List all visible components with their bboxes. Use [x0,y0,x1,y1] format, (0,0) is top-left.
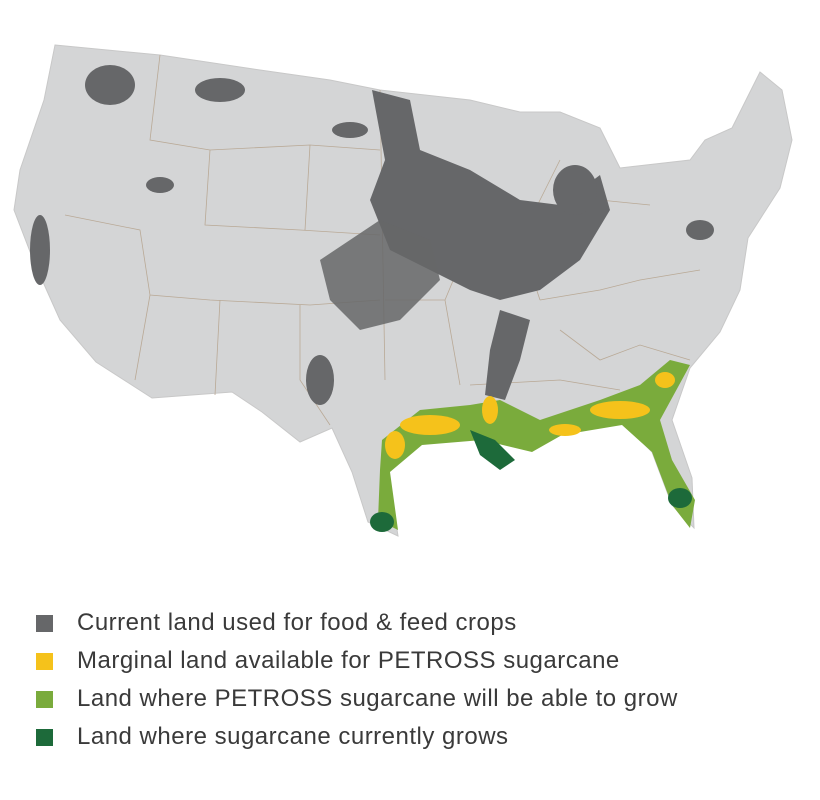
legend-label: Land where PETROSS sugarcane will be abl… [77,685,678,712]
food-crops-land [30,65,714,405]
legend-label: Current land used for food & feed crops [77,609,517,636]
state-borders [64,54,701,426]
legend-swatch [36,614,53,632]
legend-swatch [36,690,53,708]
legend-item: Land where sugarcane currently grows [36,718,678,756]
map [13,44,793,537]
legend-swatch [36,652,53,670]
legend-item: Land where PETROSS sugarcane will be abl… [36,680,678,718]
legend-item: Current land used for food & feed crops [36,604,678,642]
legend-item: Marginal land available for PETROSS suga… [36,642,678,680]
legend-label: Land where sugarcane currently grows [77,723,509,750]
current-sugarcane-land [370,430,692,532]
legend: Current land used for food & feed crops M… [36,604,678,756]
marginal-land [385,372,675,459]
legend-swatch [36,728,53,746]
legend-label: Marginal land available for PETROSS suga… [77,647,620,674]
